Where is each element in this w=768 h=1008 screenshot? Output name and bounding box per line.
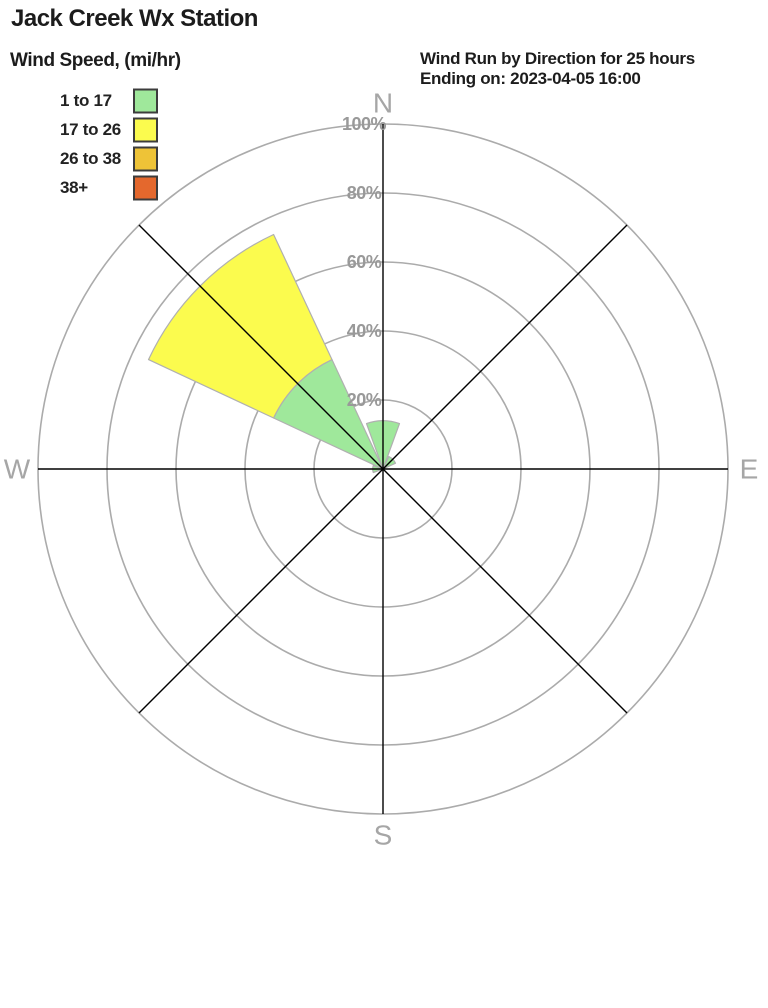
cardinal-label-e: E bbox=[740, 454, 759, 485]
legend-item-swatch bbox=[133, 175, 158, 200]
chart-subtitle: Ending on: 2023-04-05 16:00 bbox=[420, 69, 641, 88]
legend-item-label: 38+ bbox=[60, 177, 88, 197]
cardinal-label-w: W bbox=[4, 454, 31, 485]
legend-item-swatch bbox=[133, 88, 158, 113]
chart-title: Wind Run by Direction for 25 hours bbox=[420, 49, 695, 68]
legend-item-swatch bbox=[133, 117, 158, 142]
legend-item-3: 38+ bbox=[10, 173, 181, 202]
legend-item-swatch bbox=[133, 146, 158, 171]
cardinal-label-n: N bbox=[373, 88, 393, 119]
legend-item-label: 26 to 38 bbox=[60, 148, 121, 168]
axis-line-135deg bbox=[138, 224, 628, 714]
wind-speed-legend: Wind Speed, (mi/hr) 1 to 17 17 to 26 26 to… bbox=[10, 50, 181, 202]
legend-item-0: 1 to 17 bbox=[10, 86, 181, 115]
ring-label-80pct: 80% bbox=[347, 183, 382, 203]
legend-title: Wind Speed, (mi/hr) bbox=[10, 50, 181, 71]
legend-item-label: 17 to 26 bbox=[60, 119, 121, 139]
ring-label-60pct: 60% bbox=[347, 252, 382, 272]
ring-label-20pct: 20% bbox=[347, 390, 382, 410]
legend-item-1: 17 to 26 bbox=[10, 115, 181, 144]
legend-item-2: 26 to 38 bbox=[10, 144, 181, 173]
ring-label-40pct: 40% bbox=[347, 321, 382, 341]
chart-header: Wind Run by Direction for 25 hours Endin… bbox=[420, 49, 695, 89]
cardinal-label-s: S bbox=[374, 820, 393, 851]
page-title: Jack Creek Wx Station bbox=[11, 5, 258, 32]
legend-item-label: 1 to 17 bbox=[60, 90, 112, 110]
ring-label-100pct: 100% bbox=[342, 114, 387, 134]
legend-rows: 1 to 17 17 to 26 26 to 38 38+ bbox=[10, 86, 181, 202]
